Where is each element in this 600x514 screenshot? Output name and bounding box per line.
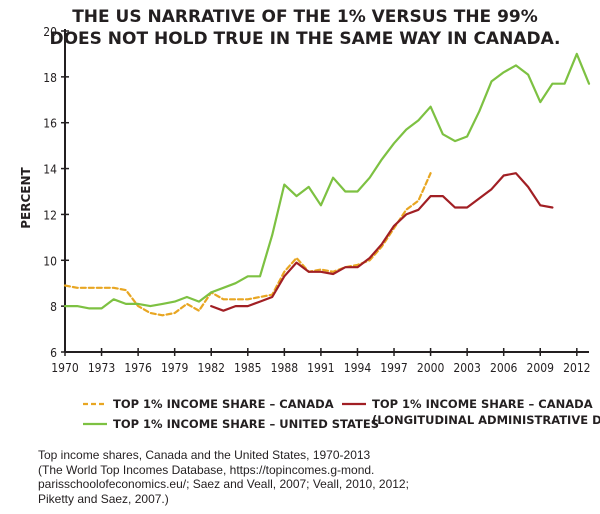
x-tick-label: 2006	[490, 361, 518, 375]
x-tick-label: 2000	[417, 361, 445, 375]
legend-label: TOP 1% INCOME SHARE – CANADA	[372, 397, 593, 411]
x-tick-label: 1979	[161, 361, 189, 375]
series-line-2	[63, 52, 591, 310]
x-tick-label: 1997	[380, 361, 407, 375]
y-tick-label: 18	[43, 71, 57, 85]
source-caption: Top income shares, Canada and the United…	[38, 448, 578, 506]
y-axis-title: PERCENT	[19, 166, 33, 228]
legend-label: (LONGITUDINAL ADMINISTRATIVE DATABANK)	[372, 413, 600, 427]
y-tick-label: 10	[43, 254, 57, 268]
series-layer	[63, 52, 591, 317]
x-tick-label: 1973	[88, 361, 115, 375]
x-tick-label: 1970	[51, 361, 79, 375]
y-tick-label: 8	[50, 300, 57, 314]
caption-line: parisschoolofeconomics.eu/; Saez and Vea…	[38, 477, 409, 492]
x-tick-label: 2009	[527, 361, 555, 375]
y-tick-label: 16	[43, 117, 57, 131]
chart-title-line-2: DOES NOT HOLD TRUE IN THE SAME WAY IN CA…	[49, 29, 560, 49]
y-tick-label: 14	[43, 163, 57, 177]
y-tick-label: 6	[50, 346, 57, 360]
x-tick-label: 1994	[344, 361, 372, 375]
legend-item-3: TOP 1% INCOME SHARE – CANADA (LONGITUDINA…	[342, 397, 600, 427]
x-tick-label: 1991	[307, 361, 334, 375]
series-line-3	[210, 172, 554, 312]
legend-item-1: TOP 1% INCOME SHARE – CANADA	[83, 397, 334, 411]
x-tick-label: 1988	[271, 361, 299, 375]
legend-label: TOP 1% INCOME SHARE – CANADA	[113, 397, 334, 411]
caption-line: (The World Top Incomes Database, https:/…	[38, 462, 375, 477]
chart-title-line-1: THE US NARRATIVE OF THE 1% VERSUS THE 99…	[72, 7, 538, 27]
y-tick-label: 20	[43, 25, 57, 39]
caption-line: Top income shares, Canada and the United…	[38, 448, 371, 462]
x-tick-label: 1985	[234, 361, 261, 375]
axes: 6 8 10 12 14 16 18 20 1970 1973 1976 1979 1982 1985 19…	[43, 25, 590, 375]
series-line-1	[63, 172, 432, 317]
x-tick-label: 1976	[124, 361, 152, 375]
legend-item-2: TOP 1% INCOME SHARE – UNITED STATES	[83, 417, 379, 431]
x-tick-label: 2003	[453, 361, 480, 375]
x-tick-label: 2012	[563, 361, 590, 375]
legend-label: TOP 1% INCOME SHARE – UNITED STATES	[113, 417, 379, 431]
caption-line: Piketty and Saez, 2007.)	[38, 491, 169, 506]
y-tick-label: 12	[43, 208, 57, 222]
x-tick-label: 1982	[197, 361, 224, 375]
